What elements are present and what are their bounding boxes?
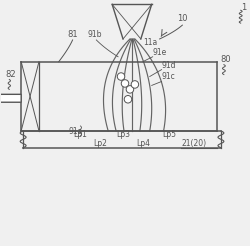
Text: Lp4: Lp4	[136, 139, 150, 148]
Text: 1: 1	[241, 3, 246, 12]
Text: 91d: 91d	[162, 61, 176, 70]
Text: 91c: 91c	[162, 73, 175, 81]
Text: 82: 82	[5, 70, 16, 78]
Text: 81: 81	[67, 30, 78, 39]
Circle shape	[126, 86, 134, 93]
Text: 80: 80	[220, 55, 230, 64]
Text: 91e: 91e	[153, 48, 167, 57]
Text: 10: 10	[177, 14, 188, 23]
Circle shape	[117, 73, 125, 80]
Circle shape	[124, 95, 132, 103]
Text: Lp1: Lp1	[74, 130, 88, 139]
FancyArrow shape	[0, 90, 21, 106]
Text: 91b: 91b	[88, 30, 102, 39]
Text: Lp5: Lp5	[162, 130, 176, 139]
Circle shape	[131, 81, 139, 88]
Text: 91a: 91a	[69, 127, 83, 136]
Text: 11a: 11a	[143, 38, 157, 47]
Circle shape	[121, 80, 129, 87]
Text: Lp2: Lp2	[93, 139, 107, 148]
Text: 21(20): 21(20)	[181, 139, 206, 148]
Text: Lp3: Lp3	[116, 130, 130, 139]
